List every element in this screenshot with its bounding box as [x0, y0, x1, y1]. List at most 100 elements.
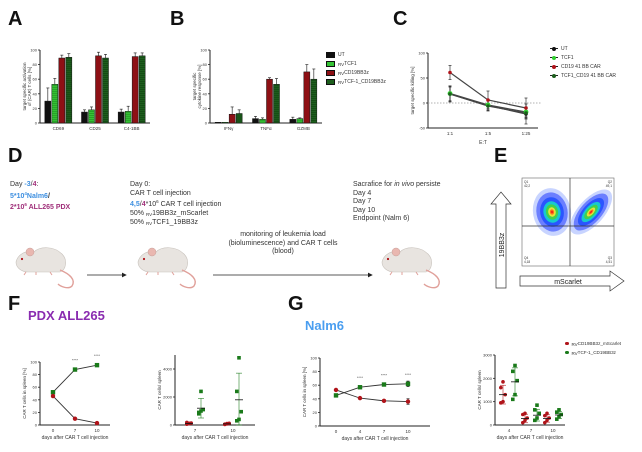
legend-swatch: [326, 78, 335, 85]
y-arrow: [490, 191, 512, 289]
x-axis-label: days after CAR T cell injection: [342, 436, 409, 442]
data-point-square: [201, 407, 205, 412]
chart-g-counts: 0 1000 2000 3000 CAR T cells/ spleen 4 7 10 days…: [477, 353, 565, 441]
step2-line3: 4,5/4*106 CAR T cell injection: [130, 199, 222, 208]
legend-label: RVTCF1: [338, 60, 357, 67]
data-point-square: [555, 417, 559, 421]
legend-dot: [565, 350, 569, 355]
panel-label-a: A: [8, 8, 23, 30]
monitor-line3: (blood): [272, 248, 294, 255]
data-point-square: [537, 411, 541, 416]
significance-marker: ****: [357, 375, 364, 380]
bar-CD19BB3z: [131, 56, 139, 124]
data-point-square: [199, 409, 203, 413]
quadrant-q2-name: Q2: [608, 180, 612, 184]
x-tick-label: C4-1BB: [124, 126, 140, 131]
bar-TCF1: [124, 111, 132, 124]
data-point-square: [235, 389, 239, 394]
legend-item: TCF1_CD19 41 BB CAR: [550, 71, 616, 80]
x-tick-label: IFNγ: [224, 126, 234, 131]
x-tick-label: 10: [230, 428, 236, 433]
data-point: [524, 111, 528, 115]
y-tick-label: 40: [33, 397, 38, 402]
y-tick-label: 50: [421, 76, 426, 81]
x-tick-label: 10: [94, 428, 100, 433]
legend-item: RVTCF-1_CD19BB3z: [565, 348, 621, 357]
x-tick-label: TNFα: [260, 126, 272, 131]
legend-item: UT: [550, 44, 616, 53]
data-point-square: [535, 416, 539, 420]
data-point-circle: [545, 411, 549, 416]
data-point-square: [50, 390, 56, 395]
quadrant-q2-value: 49,1: [606, 184, 612, 188]
data-point-square: [197, 410, 201, 415]
step1-line3: 2*106 ALL265 PDX: [10, 202, 71, 211]
x-axis-label: days after CAR T cell injection: [182, 435, 249, 441]
y-tick-label: 80: [313, 369, 318, 374]
y-tick-label: 4000: [163, 367, 173, 372]
y-axis-label: target specific killing [%]: [410, 66, 415, 114]
panel-label-b: B: [170, 8, 185, 30]
legend-label: RVTCF-1_CD19BB3z: [338, 78, 386, 85]
y-tick-label: -50: [419, 126, 426, 131]
legend-label: UT: [338, 51, 345, 58]
data-point-square: [533, 418, 537, 423]
bar-UT: [214, 122, 222, 124]
data-point-square: [511, 397, 515, 402]
y-tick-label: 0: [35, 121, 38, 126]
y-tick-label: 100: [310, 356, 317, 361]
chart-a-activation: 0 20 40 60 80 100 target specific activation of…: [22, 48, 150, 131]
bar-TCF-1_CD19BB3z: [310, 78, 318, 124]
data-point-square: [72, 367, 78, 372]
x-tick-label: 10: [405, 429, 411, 434]
population-q1: [532, 188, 572, 236]
bar-CD19BB3z: [228, 113, 236, 124]
y-tick-label: 40: [203, 91, 208, 96]
y-tick-label: 100: [418, 51, 425, 56]
legend-label: TCF1: [561, 54, 574, 61]
data-point-circle: [545, 418, 549, 423]
step3-line1: Sacrafice for in vivo persiste: [353, 181, 441, 188]
bar-CD19BB3z: [303, 71, 311, 124]
legend-item: RVTCF1: [326, 59, 386, 68]
y-tick-label: 3000: [483, 353, 493, 358]
data-point-square: [237, 417, 241, 422]
bar-UT: [252, 118, 259, 124]
quadrant-q3-name: Q3: [608, 256, 612, 260]
series-line: [335, 389, 409, 402]
y-tick-label: 0: [35, 423, 38, 428]
y-axis-label: CAR T cells/ spleen: [477, 370, 482, 410]
data-point-square: [557, 408, 561, 412]
data-point-circle: [523, 411, 527, 416]
mouse-icon-2: [137, 247, 196, 289]
legend-item: CD19 41 BB CAR: [550, 62, 616, 71]
y-tick-label: 100: [30, 48, 37, 53]
data-point-square: [533, 408, 537, 412]
step2-line1: Day 0:: [130, 181, 151, 188]
legend-label: UT: [561, 45, 568, 52]
x-tick-label: 1:5: [485, 131, 492, 136]
y-axis-label: CAR T cells in spleen [%]: [22, 368, 27, 419]
significance-marker: ****: [405, 372, 412, 377]
y-tick-label: 20: [33, 410, 38, 415]
data-point-square: [94, 362, 100, 368]
step1-text: Day -3/4: 5*104Nalm6/ 2*106 ALL265 PDX: [10, 181, 70, 213]
x-tick-label: 1:1: [447, 131, 454, 136]
monitor-line2: (bioluminescence) and CAR T cells: [228, 239, 338, 247]
data-point-circle: [543, 413, 547, 418]
step3-line2: Day 4: [353, 189, 372, 197]
y-tick-label: 60: [203, 77, 208, 82]
legend-label: TCF1_CD19 41 BB CAR: [561, 72, 617, 79]
data-point-square: [239, 409, 243, 414]
legend-g: RVCD19BB3z_mScarlet RVTCF-1_CD19BB3z: [565, 339, 621, 357]
monitoring-text: monitoring of leukemia load (bioluminesc…: [218, 231, 348, 257]
data-point-circle: [94, 420, 100, 426]
y-tick-label: 80: [33, 62, 38, 67]
x-tick-label: 0: [52, 428, 55, 433]
legend-label: RVCD19BB3z_mScarlet: [571, 340, 622, 347]
quadrant-q3-value: 4,51: [606, 260, 612, 264]
data-point-square: [235, 419, 239, 423]
title-nalm6: Nalm6: [305, 318, 345, 333]
y-tick-label: 0: [170, 423, 173, 428]
y-tick-label: 40: [313, 396, 318, 401]
